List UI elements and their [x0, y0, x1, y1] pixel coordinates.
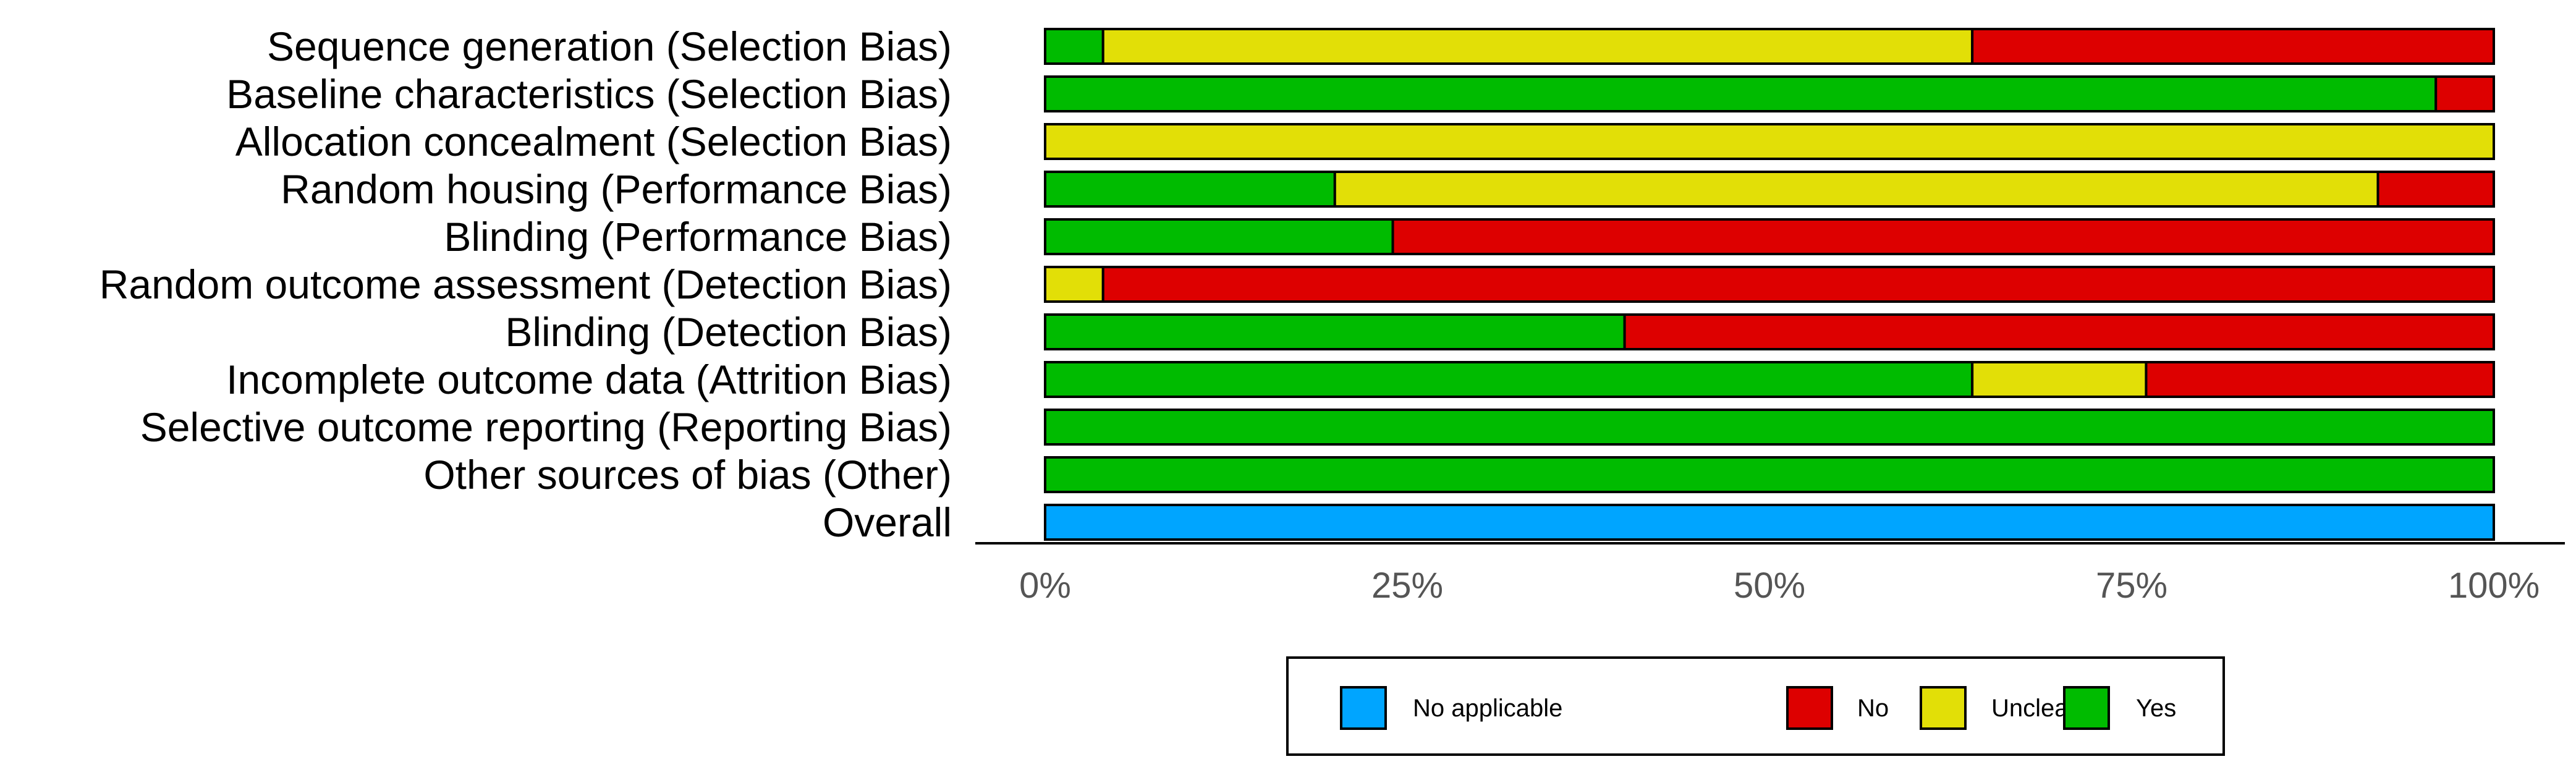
bar-segment-unclear	[1044, 123, 2495, 160]
category-label: Incomplete outcome data (Attrition Bias)	[226, 357, 952, 402]
bar-segment-unclear	[1333, 171, 2379, 208]
legend-label: Yes	[2136, 695, 2176, 722]
bars-layer	[1044, 28, 2496, 541]
category-label: Baseline characteristics (Selection Bias…	[226, 71, 952, 117]
bar-segment-yes	[1044, 361, 1974, 398]
bar-segment-no-applicable	[1044, 504, 2495, 541]
category-label: Allocation concealment (Selection Bias)	[235, 119, 952, 164]
bar-segment-no	[1391, 218, 2495, 255]
legend: No applicable No Unclear Yes	[1286, 656, 2225, 756]
legend-swatch-yes	[2063, 686, 2110, 730]
legend-swatch-unclear	[1920, 686, 1967, 730]
bar-segment-no	[2434, 75, 2495, 112]
category-label: Blinding (Detection Bias)	[505, 309, 952, 355]
x-tick-label: 75%	[2096, 566, 2167, 606]
bar-segment-no	[1971, 28, 2495, 65]
legend-label: Unclear	[1991, 695, 2077, 722]
bar-segment-yes	[1044, 456, 2495, 493]
bar-segment-no	[1623, 313, 2496, 350]
bar-segment-yes	[1044, 218, 1394, 255]
legend-label: No	[1857, 695, 1889, 722]
bar-segment-unclear	[1044, 266, 1104, 303]
category-labels: Sequence generation (Selection Bias)Base…	[100, 23, 952, 545]
bar-segment-no	[1101, 266, 2495, 303]
bar-segment-yes	[1044, 28, 1104, 65]
bar-segment-no	[2376, 171, 2495, 208]
x-axis-ticks: 0% 25% 50% 75% 100%	[1019, 566, 2540, 606]
bar-segment-unclear	[1101, 28, 1974, 65]
bar-segment-yes	[1044, 75, 2438, 112]
category-label: Blinding (Performance Bias)	[444, 214, 952, 260]
bar-segment-no	[2145, 361, 2495, 398]
legend-swatch-no-applicable	[1340, 686, 1387, 730]
x-tick-label: 25%	[1371, 566, 1443, 606]
category-label: Random housing (Performance Bias)	[281, 166, 952, 212]
bar-segment-yes	[1044, 409, 2495, 446]
x-tick-label: 50%	[1734, 566, 1805, 606]
legend-label: No applicable	[1413, 695, 1562, 722]
category-label: Sequence generation (Selection Bias)	[267, 23, 952, 69]
category-label: Other sources of bias (Other)	[423, 452, 952, 498]
legend-swatch-no	[1786, 686, 1833, 730]
category-label: Selective outcome reporting (Reporting B…	[140, 404, 952, 450]
category-label: Overall	[823, 499, 952, 545]
bar-segment-yes	[1044, 313, 1626, 350]
x-tick-label: 100%	[2448, 566, 2540, 606]
category-label: Random outcome assessment (Detection Bia…	[100, 261, 952, 307]
bar-segment-unclear	[1971, 361, 2148, 398]
bar-segment-yes	[1044, 171, 1336, 208]
x-tick-label: 0%	[1019, 566, 1071, 606]
